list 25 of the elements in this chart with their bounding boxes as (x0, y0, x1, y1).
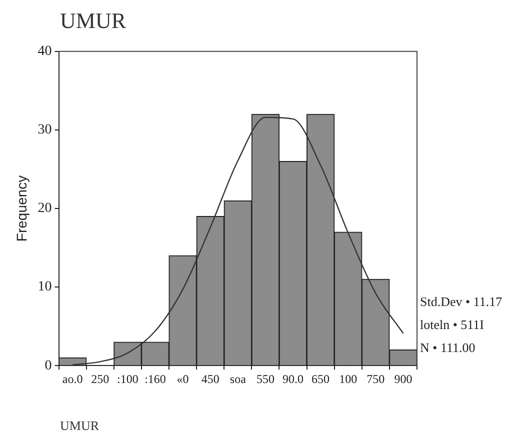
text: loteln • 511I (420, 316, 486, 334)
y-tick-label: 10 (38, 280, 52, 295)
x-tick-label: 90.0 (282, 372, 304, 386)
x-tick-label: :160 (144, 372, 166, 386)
text: Std.Dev • 11.17 (420, 293, 502, 311)
x-tick-label: «0 (176, 372, 189, 386)
x-axis-title: UMUR (60, 418, 100, 434)
y-tick-label: 0 (44, 358, 52, 374)
y-axis-title: Frequency (13, 175, 30, 242)
x-tick-label: 250 (91, 372, 110, 386)
y-tick-label: 30 (38, 122, 52, 138)
chart-title: UMUR (60, 8, 126, 34)
x-tick-label: 550 (256, 372, 274, 386)
line-series (72, 116, 404, 366)
x-tick-label: soa (230, 372, 247, 386)
x-tick-label: 750 (366, 372, 385, 386)
x-tick-label: 450 (201, 372, 220, 386)
x-tick-label: 100 (339, 372, 358, 386)
x-tick-label: 900 (394, 372, 412, 386)
x-tick-label: 650 (312, 372, 330, 386)
y-tick-label: 40 (38, 44, 52, 60)
text: N • 111.00 (420, 339, 476, 357)
x-tick-label: ao.0 (62, 372, 83, 386)
y-tick-label: 20 (38, 201, 52, 216)
x-tick-label: :100 (117, 372, 138, 386)
